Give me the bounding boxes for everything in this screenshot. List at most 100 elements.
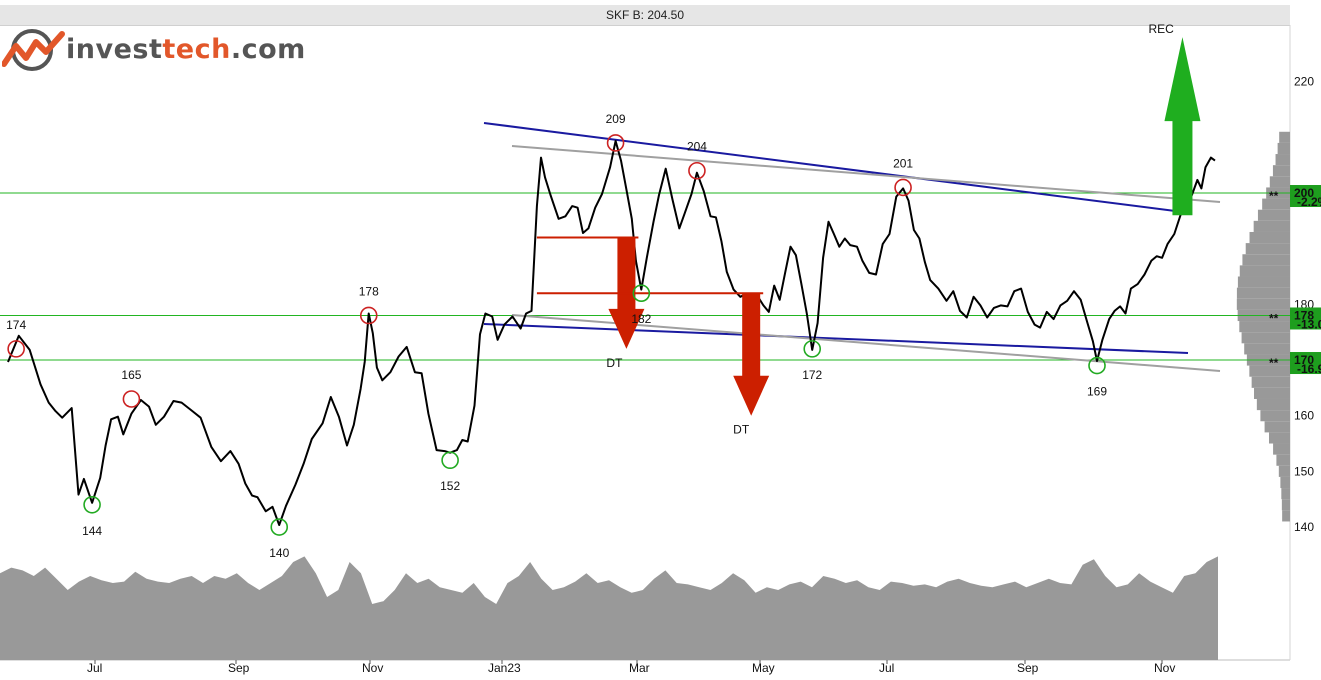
logo-text-accent: tech [162, 34, 231, 65]
histogram-bar [1260, 410, 1290, 422]
histogram-bar [1253, 220, 1290, 232]
support-stars: ** [1269, 189, 1279, 203]
bottom-marker [441, 451, 459, 470]
sell-signal-label: DT [606, 356, 623, 370]
histogram-bar [1239, 265, 1290, 277]
buy-arrow [1164, 37, 1201, 216]
sell-signal-label: DT [733, 423, 750, 437]
top-marker [606, 134, 625, 152]
top-marker [894, 178, 912, 197]
logo-text-main: invest [66, 34, 163, 65]
histogram-bar [1236, 298, 1290, 310]
top-bottom-markers: 174 165 178 209 204 201 144 140 152 182 172 169 [6, 112, 1107, 560]
histogram-bar [1251, 376, 1290, 388]
bottom-marker [1088, 356, 1106, 375]
histogram-bar [1239, 321, 1290, 333]
x-tick-label: Jan23 [488, 661, 521, 675]
histogram-bar [1241, 332, 1290, 344]
bottom-marker [803, 340, 822, 358]
top-label: 178 [359, 284, 379, 298]
support-badge [1290, 352, 1321, 375]
bottom-label: 144 [82, 524, 102, 538]
support-value: 170 [1294, 353, 1314, 367]
top-label: 201 [893, 156, 913, 170]
histogram-bar [1280, 476, 1290, 489]
histogram-bar [1249, 231, 1290, 244]
price-series [7, 139, 1216, 526]
histogram-bar [1277, 142, 1290, 155]
histogram-bar [1236, 287, 1290, 299]
histogram-bar [1245, 243, 1290, 255]
histogram-bar [1275, 154, 1290, 166]
support-value: 200 [1294, 186, 1314, 200]
x-tick-label: Nov [1154, 661, 1175, 675]
support-resistance-lines [0, 192, 1290, 361]
signal-arrows: DT DT REC [536, 22, 1201, 437]
upper-blue-trendline [483, 122, 1184, 213]
histogram-bar [1237, 276, 1290, 288]
histogram-bar [1254, 387, 1290, 399]
bottom-label: 140 [269, 546, 289, 560]
top-label: 204 [687, 140, 707, 154]
sell-arrow-1 [733, 293, 770, 416]
support-stars: ** [1269, 356, 1279, 370]
top-label: 174 [6, 318, 26, 332]
x-tick-label: Sep [228, 661, 250, 675]
y-tick-label: 140 [1294, 520, 1314, 534]
histogram-bar [1262, 198, 1290, 210]
y-tick-label: 160 [1294, 409, 1314, 423]
price-line [7, 139, 1216, 526]
bottom-marker [83, 495, 101, 514]
chart-title: SKF B: 204.50 [605, 8, 685, 22]
histogram-bar [1279, 131, 1290, 143]
histogram-bar [1282, 510, 1290, 522]
histogram-bar [1278, 465, 1290, 477]
logo-text-suffix: .com [230, 34, 306, 65]
y-tick-label: 220 [1294, 75, 1314, 89]
histogram-bar [1281, 488, 1290, 500]
trend-channels [483, 122, 1221, 372]
support-percent: -13.0% [1297, 317, 1321, 331]
volume-distribution-histogram [1236, 131, 1290, 522]
support-badge [1290, 307, 1321, 330]
support-stars: ** [1269, 311, 1279, 325]
support-labels: ** 200-2.2% ** 178-13.0% ** 170-16.9% [1269, 185, 1321, 376]
top-label: 209 [606, 112, 626, 126]
histogram-bar [1272, 165, 1290, 177]
bottom-marker [270, 518, 289, 536]
support-percent: -2.2% [1297, 195, 1321, 209]
top-label: 165 [121, 368, 141, 382]
x-tick-label: Jul [87, 661, 102, 675]
y-tick-label: 150 [1294, 464, 1314, 478]
top-marker [122, 390, 141, 408]
histogram-bar [1269, 176, 1290, 188]
volume-area [0, 556, 1218, 660]
bottom-label: 182 [631, 312, 651, 326]
investtech-logo-icon [2, 29, 65, 71]
histogram-bar [1256, 398, 1290, 411]
histogram-bar [1269, 432, 1290, 444]
histogram-bar [1244, 343, 1290, 355]
buy-signal-label: REC [1148, 22, 1174, 36]
bottom-label: 169 [1087, 385, 1107, 399]
top-marker [688, 161, 706, 180]
chart-title-bar: SKF B: 204.50 [0, 5, 1290, 26]
support-percent: -16.9% [1297, 362, 1321, 376]
volume-area-path [0, 556, 1218, 660]
histogram-bar [1242, 254, 1290, 266]
histogram-bar [1257, 209, 1290, 221]
x-tick-label: Jul [879, 661, 894, 675]
top-marker [7, 340, 25, 358]
x-tick-label: Mar [629, 661, 650, 675]
x-tick-label: Sep [1017, 661, 1039, 675]
histogram-bar [1273, 443, 1290, 455]
histogram-bar [1276, 454, 1290, 466]
x-tick-label: Nov [362, 661, 383, 675]
histogram-bar [1249, 365, 1290, 377]
x-tick-label: May [752, 661, 775, 675]
top-marker [359, 306, 378, 325]
lower-blue-trendline [483, 323, 1189, 354]
bottom-label: 172 [802, 368, 822, 382]
bottom-label: 152 [440, 479, 460, 493]
